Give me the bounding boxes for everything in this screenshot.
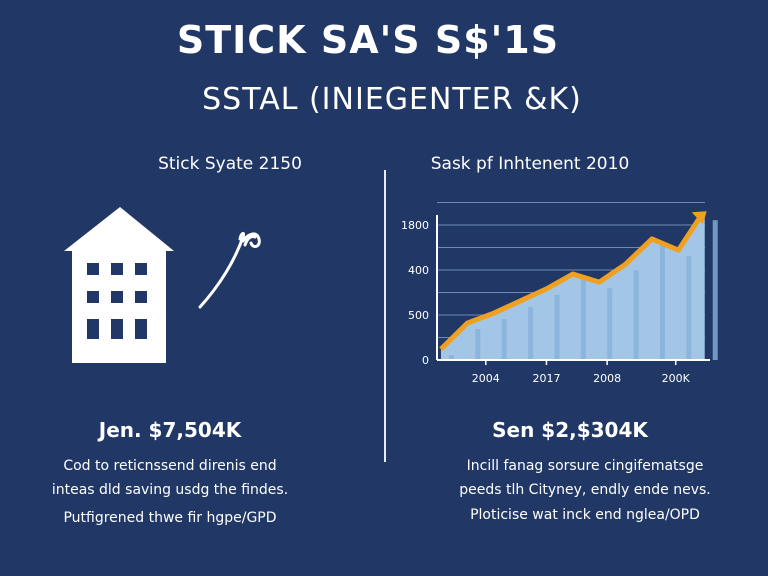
x-tick-label: 2008 — [593, 372, 621, 385]
area-stripe — [580, 280, 586, 360]
series-line — [439, 217, 701, 351]
area-stripe — [554, 294, 560, 360]
area-stripe — [501, 319, 507, 360]
area-stripe — [712, 220, 718, 360]
y-tick-label: 0 — [422, 354, 429, 367]
x-tick-label: 2017 — [532, 372, 560, 385]
right-description-line2: peeds tlh Cityney, endly ende nevs. — [459, 482, 711, 498]
area-stripe — [633, 270, 639, 360]
area-stripe — [448, 355, 454, 360]
x-tick-label: 200K — [662, 372, 691, 385]
trend-arrow-icon — [691, 211, 707, 225]
y-tick-label: 1800 — [401, 219, 429, 232]
main-title: STICK SA'S S$'1S — [176, 18, 560, 62]
left-description: Cod to reticnssend direnis end inteas dl… — [20, 454, 320, 502]
y-tick-label: 400 — [408, 264, 429, 277]
right-footnote: Ploticise wat inck end nglea/OPD — [470, 507, 700, 523]
x-tick-label: 2004 — [472, 372, 500, 385]
left-footnote: Putfigrened thwe fir hgpe/GPD — [63, 510, 277, 526]
building-icon — [64, 207, 174, 363]
area-stripe — [475, 329, 481, 360]
signature-icon — [198, 231, 261, 309]
left-heading: Stick Syate 2150 — [158, 154, 302, 174]
area-stripe — [686, 256, 692, 360]
area-stripe — [607, 288, 613, 360]
subtitle: SSTAL (INIEGENTER &K) — [202, 82, 582, 117]
y-tick-label: 500 — [408, 309, 429, 322]
left-kpi: Jen. $7,504K — [98, 418, 242, 442]
area-fill — [440, 214, 705, 360]
right-heading: Sask pf Inhtenent 2010 — [430, 154, 630, 174]
divider — [384, 170, 386, 462]
area-stripe — [528, 307, 534, 360]
left-description-line2: inteas dld saving usdg the findes. — [51, 482, 289, 498]
right-description: Incill fanag sorsure cingifematsge peeds… — [420, 454, 750, 502]
left-description-line1: Cod to reticnssend direnis end — [63, 458, 277, 474]
area-stripe — [659, 244, 665, 360]
chart: 0 500 400 1800 2004 2017 2008 200K — [401, 202, 718, 385]
right-kpi: Sen $2,$304K — [492, 418, 648, 442]
right-description-line1: Incill fanag sorsure cingifematsge — [466, 458, 704, 474]
